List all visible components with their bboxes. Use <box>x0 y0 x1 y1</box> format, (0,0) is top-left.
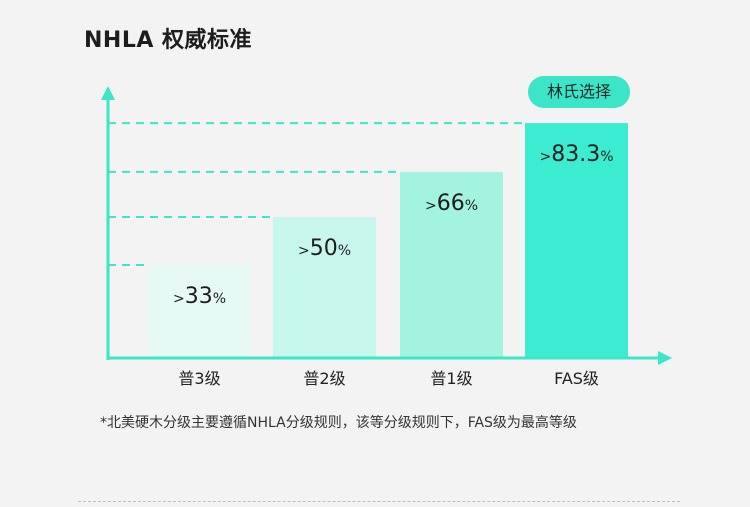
y-axis-arrow <box>101 86 115 100</box>
footnote: *北美硬木分级主要遵循NHLA分级规则，该等分级规则下，FAS级为最高等级 <box>100 415 577 431</box>
divider <box>78 501 680 502</box>
data-label: >66% <box>425 191 478 216</box>
page-title: NHLA 权威标准 <box>84 28 253 53</box>
lins-choice-badge: 林氏选择 <box>528 76 630 108</box>
data-label: >50% <box>298 236 351 261</box>
data-label: >33% <box>173 284 226 309</box>
bar <box>273 217 376 358</box>
category-label: FAS级 <box>554 369 599 388</box>
category-label: 普1级 <box>430 369 472 388</box>
data-label: >83.3% <box>539 142 613 167</box>
bar <box>400 171 503 358</box>
bar <box>148 264 251 358</box>
x-axis-arrow <box>658 351 672 365</box>
bar <box>525 123 628 359</box>
category-label: 普2级 <box>303 369 345 388</box>
category-label: 普3级 <box>178 369 220 388</box>
